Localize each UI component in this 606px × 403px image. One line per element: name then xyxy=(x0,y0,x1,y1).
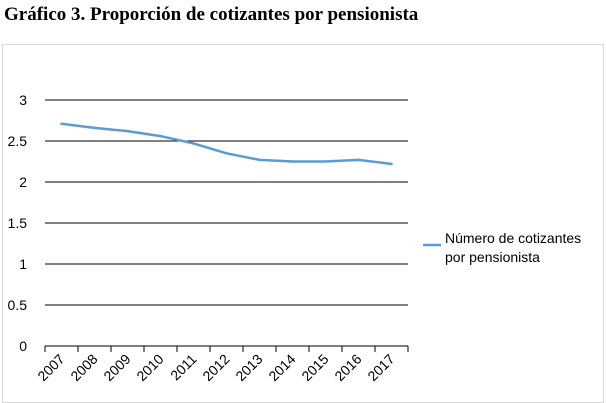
y-tick-label: 2 xyxy=(19,174,27,190)
data-point xyxy=(258,158,261,162)
y-tick-label: 1 xyxy=(19,256,27,272)
y-tick-label: 0 xyxy=(19,338,27,354)
x-tick-label: 2017 xyxy=(364,351,397,384)
x-tick-label: 2012 xyxy=(199,351,232,384)
data-point xyxy=(357,158,360,162)
data-point xyxy=(60,122,63,125)
data-point xyxy=(159,134,162,138)
chart-title: Gráfico 3. Proporción de cotizantes por … xyxy=(4,4,419,25)
x-tick-label: 2007 xyxy=(34,351,67,384)
x-tick-label: 2016 xyxy=(331,351,364,384)
x-tick-label: 2011 xyxy=(167,351,200,384)
x-tick-label: 2015 xyxy=(298,351,331,384)
data-point xyxy=(225,152,228,155)
y-tick-label: 0.5 xyxy=(8,297,28,313)
x-tick-label: 2010 xyxy=(133,351,166,384)
legend-label: por pensionista xyxy=(445,249,540,265)
x-tick-label: 2008 xyxy=(67,351,100,384)
data-point xyxy=(126,129,129,133)
x-tick-label: 2013 xyxy=(232,351,265,384)
data-point xyxy=(192,142,195,145)
y-tick-label: 2.5 xyxy=(8,133,28,149)
series-line xyxy=(60,122,393,166)
legend-label: Número de cotizantes xyxy=(445,230,581,246)
data-point xyxy=(291,160,294,163)
x-tick-label: 2009 xyxy=(100,351,133,384)
data-point xyxy=(93,126,96,130)
data-point xyxy=(324,160,327,163)
data-point xyxy=(390,162,393,166)
x-tick-label: 2014 xyxy=(265,351,298,384)
y-tick-label: 1.5 xyxy=(8,215,28,231)
y-tick-label: 3 xyxy=(19,92,27,108)
